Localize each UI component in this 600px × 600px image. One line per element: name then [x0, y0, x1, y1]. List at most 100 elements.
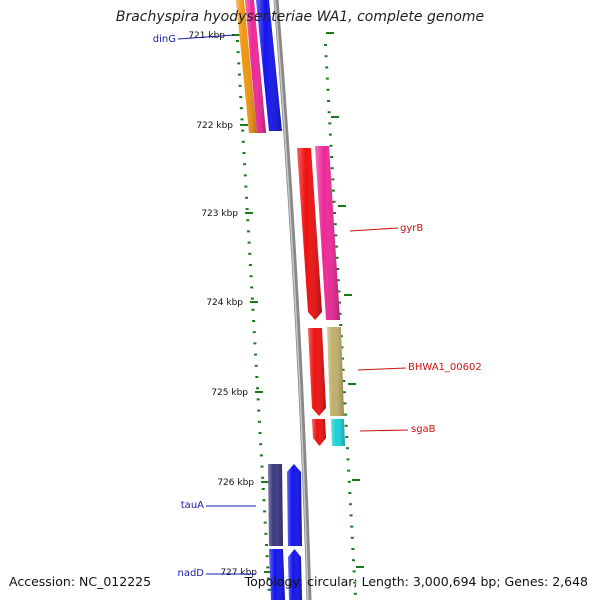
minor-tick-right: [352, 559, 355, 562]
minor-tick-right: [338, 301, 341, 304]
gene-orange: [236, 0, 257, 133]
backbone-arc: [273, 0, 312, 600]
major-tick: [331, 116, 339, 118]
minor-tick-right: [324, 44, 327, 46]
minor-tick-right: [341, 357, 345, 360]
minor-tick-right: [334, 234, 338, 237]
minor-tick-left: [238, 84, 242, 87]
minor-tick-left: [237, 73, 241, 76]
minor-tick-left: [251, 308, 255, 311]
minor-tick-left: [261, 476, 265, 479]
minor-tick-left: [241, 129, 245, 132]
major-tick: [348, 383, 356, 385]
gene-red-2: [308, 328, 326, 416]
minor-tick-left: [265, 544, 269, 546]
minor-tick-right: [342, 380, 346, 382]
minor-tick-left: [259, 454, 263, 457]
minor-tick-left: [252, 320, 256, 322]
minor-tick-right: [336, 268, 340, 270]
minor-tick-left: [252, 331, 256, 334]
minor-tick-left: [250, 297, 254, 300]
minor-tick-right: [353, 592, 357, 595]
minor-tick-left: [245, 208, 249, 210]
minor-tick-right: [347, 469, 351, 472]
minor-tick-left: [257, 420, 261, 423]
scale-label: 727 kbp: [220, 568, 257, 578]
label-leader-line: [349, 227, 399, 232]
minor-tick-right: [334, 245, 338, 248]
minor-tick-left: [261, 488, 265, 490]
genome-backbone: [273, 0, 312, 600]
minor-tick-left: [254, 364, 258, 367]
label-leader-line: [177, 34, 235, 40]
minor-tick-right: [342, 391, 346, 394]
minor-tick-left: [236, 51, 240, 54]
minor-tick-left: [267, 588, 271, 591]
minor-tick-left: [254, 353, 258, 356]
backbone-highlight: [274, 0, 309, 600]
genome-summary-text: Topology: circular; Length: 3,000,694 bp…: [244, 574, 588, 589]
major-tick: [250, 301, 258, 303]
minor-tick-right: [331, 189, 335, 192]
minor-tick-right: [345, 436, 349, 438]
minor-tick-left: [258, 432, 262, 434]
gene-magenta: [245, 0, 266, 133]
minor-tick-right: [353, 581, 357, 584]
minor-tick-left: [256, 398, 260, 401]
gene-red-1: [297, 148, 322, 320]
minor-tick-right: [348, 492, 352, 494]
scale-label: 721 kbp: [188, 31, 225, 41]
minor-tick-left: [239, 107, 243, 110]
minor-tick-right: [344, 413, 348, 416]
gene-sgaB: [331, 419, 345, 446]
major-tick: [240, 124, 248, 126]
gene-dinG: [256, 0, 282, 131]
minor-tick-left: [255, 376, 259, 378]
scale-label: 723 kbp: [201, 209, 238, 219]
minor-tick-left: [255, 387, 259, 390]
minor-tick-left: [248, 264, 252, 266]
gene-nadD: [269, 549, 285, 600]
minor-tick-right: [335, 256, 339, 259]
minor-tick-right: [344, 424, 348, 427]
major-tick: [261, 481, 269, 483]
minor-tick-left: [263, 510, 267, 513]
minor-tick-left: [246, 230, 250, 233]
minor-tick-right: [330, 156, 334, 158]
minor-tick-right: [339, 335, 343, 338]
minor-tick-right: [332, 200, 336, 203]
minor-tick-right: [329, 144, 333, 147]
minor-tick-left: [259, 443, 263, 446]
minor-tick-right: [324, 55, 328, 58]
minor-tick-right: [351, 548, 355, 550]
major-tick: [232, 34, 240, 36]
minor-tick-right: [333, 223, 337, 226]
minor-tick-left: [243, 174, 247, 177]
minor-tick-right: [339, 324, 343, 326]
minor-tick-right: [328, 122, 332, 125]
minor-tick-right: [338, 312, 342, 315]
minor-tick-left: [242, 152, 246, 154]
gene-tauA: [268, 464, 283, 546]
minor-tick-right: [341, 368, 345, 371]
major-tick: [255, 391, 263, 393]
major-tick: [356, 566, 364, 568]
minor-tick-left: [262, 499, 266, 502]
minor-tick-right: [350, 536, 354, 539]
gene-BHWA1-00602: [327, 327, 344, 416]
label-leader-line: [357, 367, 407, 371]
minor-tick-left: [266, 566, 270, 569]
gene-label: dinG: [153, 34, 176, 45]
minor-tick-left: [250, 286, 254, 289]
minor-tick-right: [325, 77, 329, 80]
map-title: Brachyspira hyodysenteriae WA1, complete…: [115, 9, 485, 25]
minor-tick-right: [325, 66, 329, 69]
minor-tick-left: [244, 185, 248, 188]
minor-tick-left: [260, 465, 264, 468]
accession-text: Accession: NC_012225: [9, 574, 152, 589]
gene-red-3: [312, 419, 326, 446]
minor-tick-right: [326, 88, 330, 91]
minor-tick-left: [236, 40, 239, 42]
major-tick: [264, 571, 272, 573]
minor-tick-left: [246, 219, 250, 222]
